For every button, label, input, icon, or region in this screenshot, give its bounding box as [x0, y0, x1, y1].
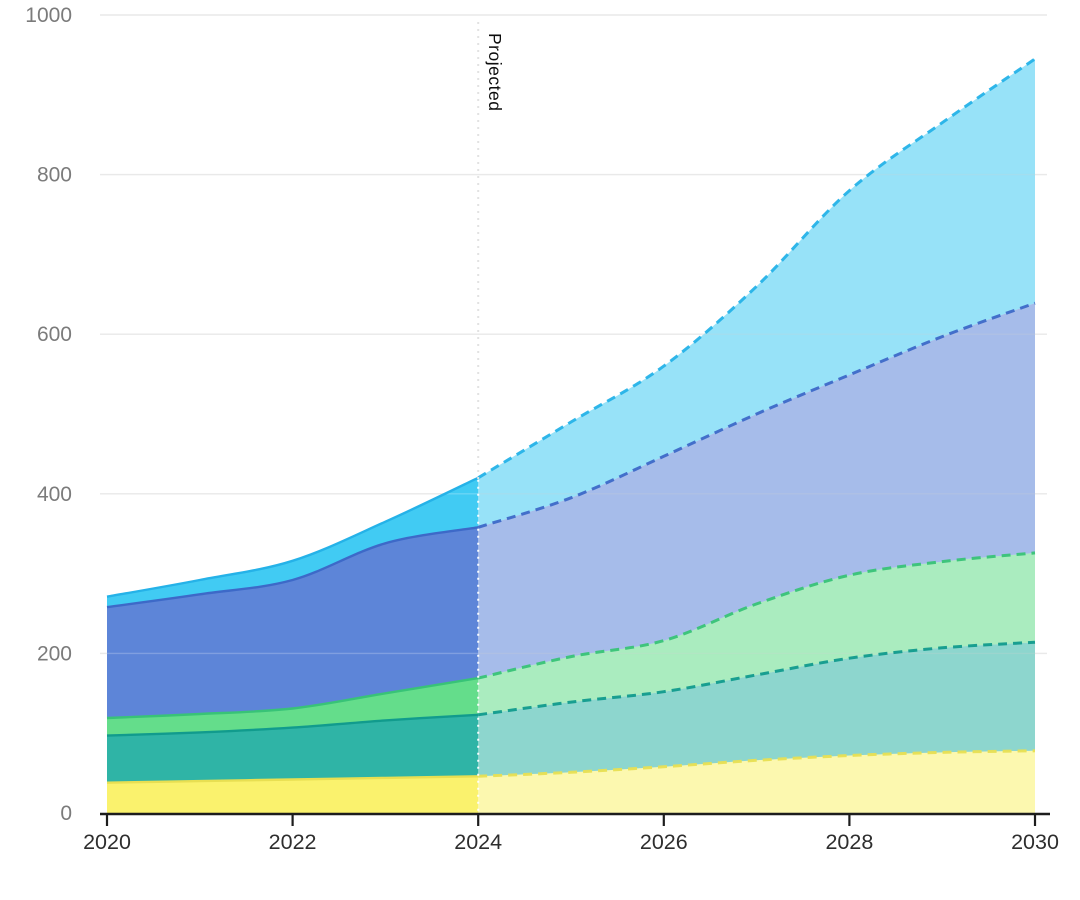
- y-tick-label-200: 200: [37, 642, 72, 665]
- x-tick-label-2024: 2024: [454, 830, 502, 854]
- band-edges: [106, 57, 1036, 784]
- green-band-edge-solid: [106, 676, 479, 720]
- x-tick-label-2028: 2028: [825, 830, 873, 854]
- cyan-band-edge-solid: [106, 476, 479, 598]
- y-tick-label-0: 0: [60, 802, 72, 825]
- y-tick-label-600: 600: [37, 323, 72, 346]
- x-tick-label-2030: 2030: [1011, 830, 1059, 854]
- teal-band-projected: [478, 642, 1035, 777]
- y-tick-label-800: 800: [37, 164, 72, 187]
- gridlines-overlay: [100, 14, 1047, 655]
- yellow-band-edge-solid: [106, 775, 479, 784]
- x-axis: [100, 812, 1050, 826]
- teal-band-edge-solid: [106, 713, 479, 737]
- blue-band-projected: [478, 303, 1035, 679]
- green-band-projected: [478, 552, 1035, 715]
- cyan-band-historical: [107, 477, 479, 608]
- green-band-historical: [107, 678, 479, 736]
- blue-band-historical: [107, 527, 479, 718]
- cyan-band-projected: [478, 58, 1035, 528]
- blue-band-edge-solid: [106, 526, 479, 609]
- teal-band-edge-dashed: [477, 640, 1036, 717]
- yellow-band-edge-dashed: [478, 749, 1036, 778]
- x-tick-label-2026: 2026: [640, 830, 688, 854]
- x-tick-label-2020: 2020: [83, 830, 131, 854]
- cyan-band-edge-dashed: [477, 57, 1036, 480]
- teal-band-historical: [107, 714, 479, 783]
- blue-band-edge-dashed: [477, 301, 1036, 529]
- y-tick-label-1000: 1000: [25, 4, 72, 27]
- yellow-band-projected: [478, 750, 1035, 813]
- projected-annotation: Projected: [485, 33, 505, 112]
- x-tick-label-2022: 2022: [269, 830, 317, 854]
- green-band-edge-dashed: [477, 551, 1036, 680]
- yellow-band-historical: [107, 776, 479, 813]
- area-bands: [107, 58, 1035, 813]
- y-tick-label-400: 400: [37, 483, 72, 506]
- y-tick-labels: 0 200 400 600 800 1000: [25, 4, 72, 825]
- x-tick-labels: 2020 2022 2024 2026 2028 2030: [83, 830, 1059, 854]
